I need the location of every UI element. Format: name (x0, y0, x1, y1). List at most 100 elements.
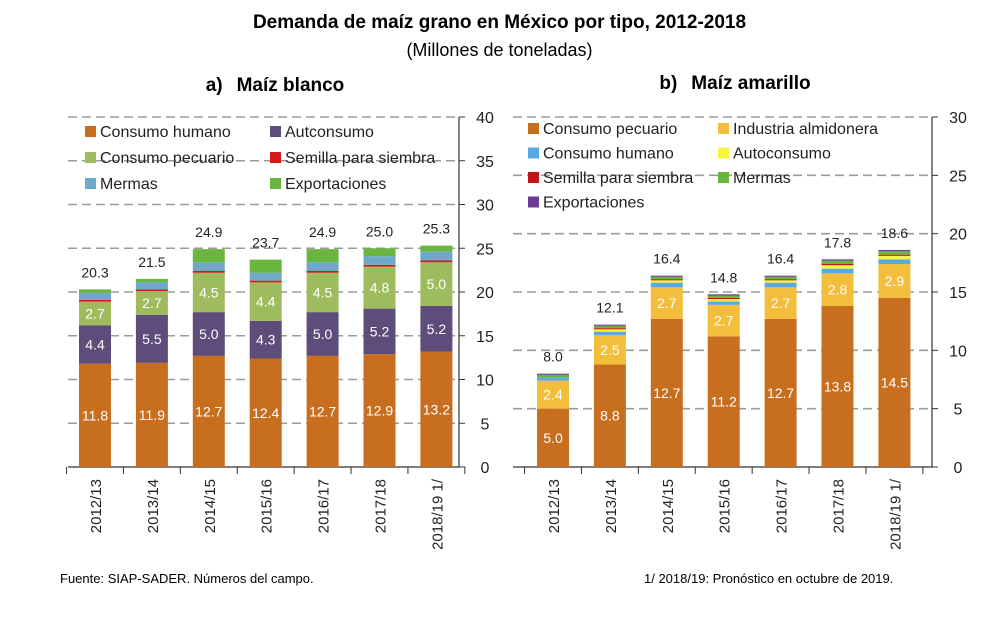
bar-segment-industria-almidonera (707, 304, 740, 337)
data-label: 11.9 (139, 407, 165, 423)
bar-segment-consumo-humano (363, 354, 396, 467)
bar-segment-autconsumo (249, 320, 282, 359)
bar-segment-exportaciones (650, 275, 683, 277)
bar-segment-mermas (249, 272, 282, 281)
total-label: 24.9 (309, 224, 336, 240)
bar-segment-industria-almidonera (593, 335, 626, 365)
data-label: 2.7 (657, 295, 677, 311)
data-label: 2.9 (885, 273, 905, 289)
legend-label: Semilla para siembra (285, 150, 435, 167)
bar-segment-autoconsumo (650, 280, 683, 283)
panel-letter: a) (206, 75, 223, 96)
data-label: 13.8 (824, 379, 851, 395)
x-tick-label: 2012/13 (88, 479, 105, 533)
y-tick-label: 15 (949, 285, 967, 302)
bar-segment-semilla-para-siembra (707, 297, 740, 299)
bar-segment-mermas (420, 251, 453, 261)
bar-segment-exportaciones (420, 245, 453, 252)
bar-segment-autoconsumo (878, 255, 911, 260)
data-label: 4.5 (313, 284, 333, 300)
bar-segment-mermas (135, 282, 168, 290)
chart-subtitle: (Millones de toneladas) (406, 40, 593, 60)
bar-segment-consumo-humano (764, 282, 797, 288)
bar-segment-mermas (79, 292, 111, 300)
y-tick-label: 15 (476, 329, 494, 346)
bar-segment-consumo-pecuario (249, 282, 282, 321)
total-label: 16.4 (767, 251, 794, 267)
data-label: 2.5 (600, 342, 620, 358)
bar-segment-exportaciones (878, 250, 911, 252)
legend-swatch (270, 126, 281, 137)
legend-label: Mermas (733, 170, 791, 187)
legend-item: Exportaciones (270, 176, 386, 193)
data-label: 2.7 (142, 295, 162, 311)
bar-segment-consumo-pecuario (135, 291, 168, 315)
y-tick-label: 30 (476, 198, 494, 215)
bar-segment-consumo-pecuario (593, 364, 626, 467)
bar-segment-semilla-para-siembra (764, 279, 797, 281)
bar-segment-industria-almidonera (537, 380, 569, 409)
y-tick-label: 35 (476, 154, 494, 171)
legend-swatch (270, 152, 281, 163)
total-label: 23.7 (252, 235, 279, 251)
bar-segment-consumo-humano (306, 355, 339, 467)
bar-segment-consumo-pecuario (821, 306, 854, 467)
total-label: 8.0 (543, 349, 563, 365)
legend-swatch (528, 147, 539, 159)
legend-item: Consumo pecuario (85, 150, 234, 167)
bar-segment-semilla-para-siembra (363, 264, 396, 267)
x-tick-label: 2017/18 (831, 479, 848, 533)
legend-swatch (85, 178, 96, 189)
legend-swatch (85, 152, 96, 163)
x-tick-label: 2016/17 (774, 479, 791, 533)
bar-segment-semilla-para-siembra (420, 260, 453, 263)
bar-segment-consumo-humano (249, 358, 282, 467)
legend-item: Autoconsumo (718, 146, 831, 163)
bar-segment-autconsumo (420, 306, 453, 352)
bar-segment-autconsumo (135, 314, 168, 363)
data-label: 5.2 (370, 323, 390, 339)
chart-title: Demanda de maíz grano en México por tipo… (252, 12, 747, 33)
legend-item: Mermas (718, 170, 791, 187)
bar-segment-consumo-humano (192, 355, 225, 467)
data-label: 4.4 (256, 294, 276, 310)
y-tick-label: 0 (954, 460, 963, 477)
panel-maiz-blanco: a) Maíz blanco 0 5 10 15 20 25 30 35 40 11.8 4.4 2.7 2… (66, 75, 494, 550)
bar-segment-exportaciones (363, 248, 396, 257)
total-label: 12.1 (596, 300, 623, 316)
x-tick-label: 2014/15 (660, 479, 677, 533)
total-label: 14.8 (710, 269, 737, 285)
x-tick-label: 2018/19 1/ (887, 478, 904, 550)
legend-item: Consumo humano (85, 124, 231, 141)
bar-segment-consumo-pecuario (79, 301, 111, 326)
bar-segment-consumo-humano (593, 331, 626, 336)
y-tick-label: 5 (481, 416, 490, 433)
panel-name: Maíz amarillo (691, 73, 810, 94)
total-label: 18.6 (881, 225, 908, 241)
bar-segment-mermas (593, 325, 626, 329)
y-tick-label: 10 (476, 373, 494, 390)
bar-segment-mermas (363, 256, 396, 265)
legend-label: Semilla para siembra (543, 170, 693, 187)
bar-segment-autoconsumo (593, 329, 626, 332)
x-tick-label: 2012/13 (546, 479, 563, 533)
data-label: 11.2 (711, 394, 737, 410)
legend-label: Consumo humano (543, 146, 674, 163)
total-label: 20.3 (81, 264, 108, 280)
bar-segment-consumo-humano (79, 363, 111, 467)
legend-item: Semilla para siembra (270, 150, 435, 167)
y-tick-label: 0 (481, 460, 490, 477)
legend-swatch (718, 123, 729, 134)
y-tick-label: 30 (949, 110, 967, 127)
x-tick-label: 2014/15 (202, 479, 219, 533)
bar-segment-consumo-humano (707, 301, 740, 305)
legend-item: Mermas (85, 176, 158, 193)
legend-label: Autconsumo (285, 124, 374, 141)
x-tick-label: 2016/17 (316, 479, 333, 533)
data-label: 4.8 (370, 280, 390, 296)
data-label: 12.4 (252, 405, 279, 421)
panel-maiz-amarillo: b) Maíz amarillo 0 5 10 15 20 25 30 5.0 2.4 8.0 2012… (513, 73, 967, 550)
y-tick-label: 25 (949, 168, 967, 185)
forecast-footnote: 1/ 2018/19: Pronóstico en octubre de 201… (644, 571, 894, 586)
legend-label: Exportaciones (285, 176, 386, 193)
